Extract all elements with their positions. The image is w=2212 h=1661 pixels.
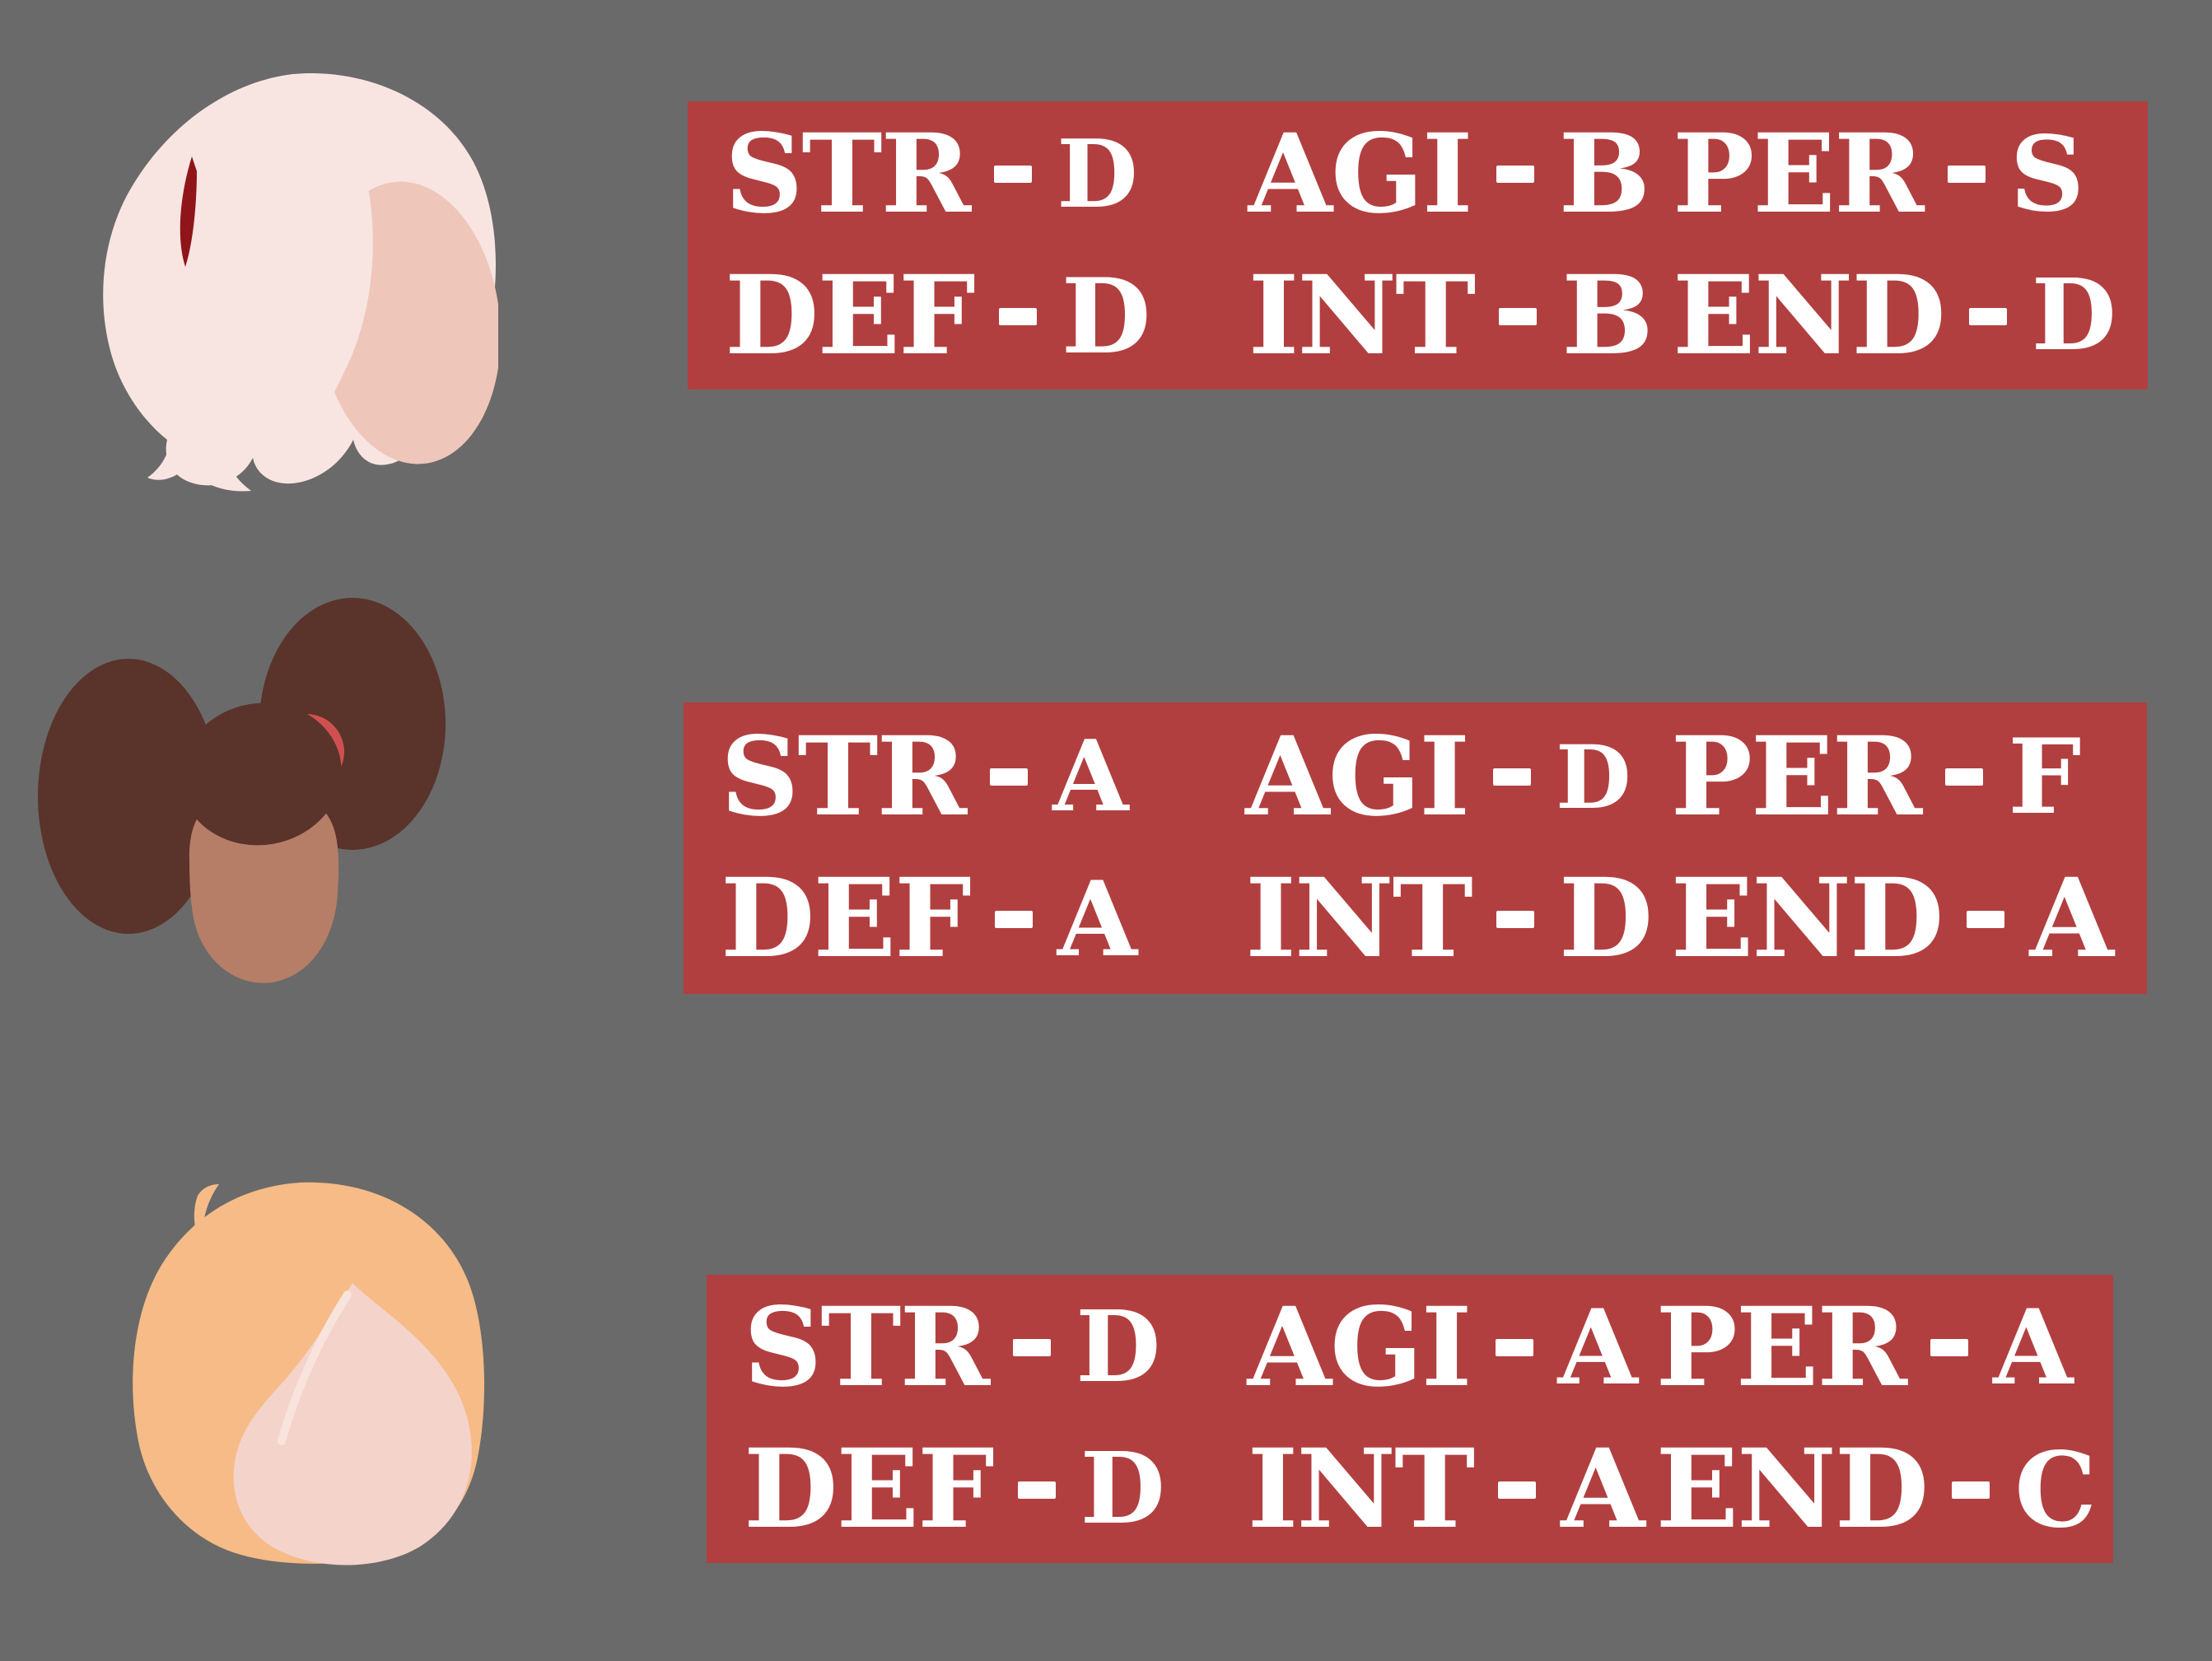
stat-label: STR bbox=[744, 1283, 990, 1411]
stat-grade: D bbox=[1057, 119, 1138, 230]
stat-grade: D bbox=[1558, 855, 1654, 982]
left-hair-puff-shape bbox=[38, 659, 219, 934]
stat-label: INT bbox=[1245, 855, 1473, 982]
stat-grade: B bbox=[1558, 110, 1651, 238]
stat-label: END bbox=[1655, 1425, 1930, 1553]
hair-dome-shape bbox=[180, 702, 342, 846]
character-1-portrait bbox=[103, 72, 498, 492]
stat-cell: AGI D bbox=[1245, 712, 1671, 841]
face-shape bbox=[233, 1283, 472, 1565]
dash bbox=[1495, 1339, 1533, 1357]
stat-grade: B bbox=[1561, 252, 1654, 380]
stat-grade: D bbox=[1080, 1431, 1165, 1547]
stat-cell: STR D bbox=[725, 110, 1248, 238]
stat-label: STR bbox=[725, 110, 971, 238]
dash bbox=[998, 307, 1037, 325]
stat-label: INT bbox=[1247, 1425, 1476, 1553]
stat-grade: A bbox=[1993, 1286, 2074, 1409]
dash bbox=[994, 166, 1033, 184]
hair-parting-slit-shape bbox=[180, 156, 197, 267]
stat-grade: D bbox=[1061, 254, 1151, 377]
stat-cell: END D bbox=[1673, 252, 2140, 380]
stat-label: END bbox=[1670, 855, 1944, 982]
stat-grade: A bbox=[1561, 1425, 1645, 1553]
stat-grade: C bbox=[2014, 1428, 2098, 1551]
stat-cell: STR D bbox=[744, 1283, 1248, 1411]
stat-grade: D bbox=[2031, 258, 2116, 374]
stat-label: DEF bbox=[744, 1425, 995, 1553]
stat-cell: DEF D bbox=[725, 252, 1248, 380]
dash bbox=[1498, 1481, 1537, 1499]
dash bbox=[1968, 307, 2007, 325]
dash bbox=[1496, 910, 1534, 928]
stat-cell: INT B bbox=[1248, 252, 1673, 380]
dash bbox=[1496, 166, 1534, 184]
dash bbox=[990, 768, 1029, 786]
stats-panel-character-2: STR A AGI D PER F DEF A INT D END A bbox=[684, 702, 2147, 994]
dash bbox=[1967, 910, 2005, 928]
stat-cell: END A bbox=[1670, 855, 2139, 982]
stat-cell: STR A bbox=[721, 712, 1245, 841]
stat-label: PER bbox=[1673, 110, 1925, 238]
dash bbox=[1930, 1339, 1969, 1357]
stat-cell: DEF A bbox=[721, 855, 1245, 982]
stat-grade: A bbox=[2029, 855, 2114, 982]
dash bbox=[1493, 768, 1532, 786]
stat-label: STR bbox=[721, 712, 967, 841]
stat-label: INT bbox=[1248, 252, 1477, 380]
stat-label: DEF bbox=[725, 252, 976, 380]
dash bbox=[1947, 166, 1986, 184]
hair-flick-shape bbox=[147, 409, 251, 492]
stat-grade: D bbox=[1556, 726, 1631, 828]
dash bbox=[1499, 307, 1538, 325]
stats-panel-character-1: STR D AGI B PER S DEF D INT B END D bbox=[688, 101, 2148, 390]
stats-panel-character-3: STR D AGI A PER A DEF D INT A END C bbox=[707, 1275, 2113, 1563]
dash bbox=[1945, 768, 1984, 786]
stat-label: AGI bbox=[1247, 1283, 1472, 1411]
stat-cell: END C bbox=[1655, 1425, 2105, 1553]
stat-grade: A bbox=[1057, 857, 1138, 980]
stat-label: PER bbox=[1670, 712, 1923, 841]
stat-grade: F bbox=[2008, 716, 2082, 838]
stat-cell: DEF D bbox=[744, 1425, 1248, 1553]
stat-label: DEF bbox=[721, 855, 972, 982]
stat-cell: INT A bbox=[1247, 1425, 1656, 1553]
stat-grade: A bbox=[1557, 1286, 1638, 1409]
stat-cell: AGI B bbox=[1248, 110, 1673, 238]
stat-label: AGI bbox=[1245, 712, 1470, 841]
stat-cell: PER S bbox=[1673, 110, 2140, 238]
stat-label: END bbox=[1673, 252, 1946, 380]
stat-cell: AGI A bbox=[1247, 1283, 1656, 1411]
hair-front-strand-shape bbox=[291, 150, 373, 448]
character-2-portrait bbox=[38, 598, 446, 983]
dash bbox=[1952, 1481, 1990, 1499]
stat-grade: A bbox=[1052, 719, 1129, 835]
stat-label: PER bbox=[1655, 1283, 1908, 1411]
stat-grade: D bbox=[1076, 1290, 1161, 1406]
stat-cell: INT D bbox=[1245, 855, 1671, 982]
bangs-highlight-shape bbox=[278, 1290, 352, 1445]
stat-cell: PER A bbox=[1655, 1283, 2105, 1411]
stat-label: AGI bbox=[1248, 110, 1473, 238]
stat-grade: S bbox=[2009, 113, 2085, 236]
dash bbox=[1017, 1481, 1056, 1499]
dash bbox=[1013, 1339, 1052, 1357]
character-3-portrait bbox=[133, 1182, 485, 1565]
stat-cell: PER F bbox=[1670, 712, 2139, 841]
cowlick-strand-shape bbox=[194, 1184, 219, 1253]
dash bbox=[994, 910, 1033, 928]
